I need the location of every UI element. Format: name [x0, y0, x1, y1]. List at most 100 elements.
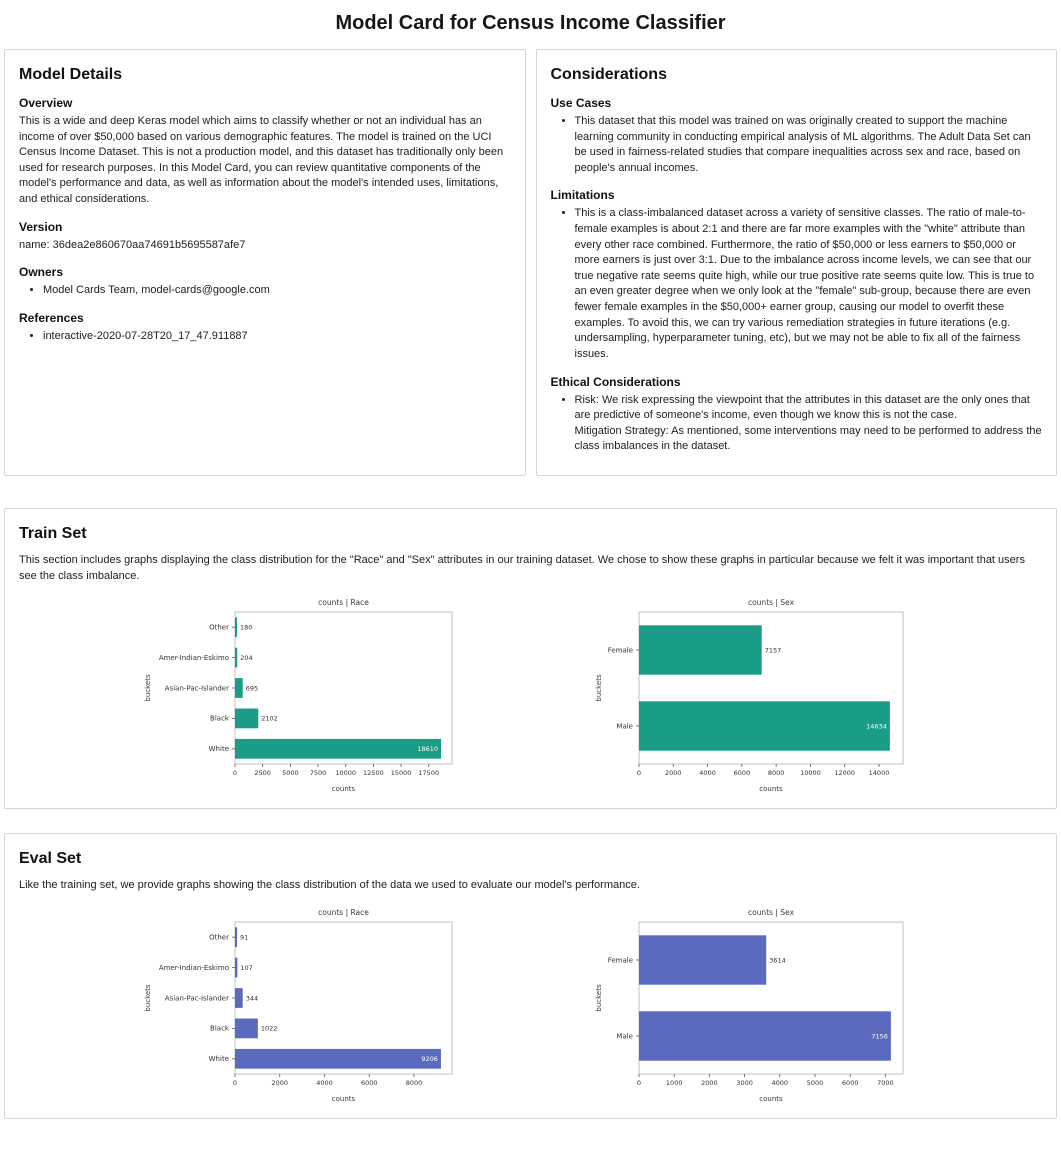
svg-text:7157: 7157	[765, 646, 782, 654]
svg-text:6000: 6000	[842, 1079, 859, 1087]
references-heading: References	[19, 310, 84, 325]
svg-text:0: 0	[637, 769, 641, 777]
svg-text:buckets: buckets	[595, 674, 603, 702]
svg-text:91: 91	[240, 933, 248, 941]
ethical-mitigation-text: Mitigation Strategy: As mentioned, some …	[574, 424, 1042, 453]
model-details-card: Model Details Overview This is a wide an…	[4, 49, 526, 476]
svg-text:counts | Race: counts | Race	[318, 598, 369, 607]
svg-text:Female: Female	[608, 646, 633, 654]
limitation-item: This is a class-imbalanced dataset acros…	[575, 206, 1043, 362]
owner-item: Model Cards Team, model-cards@google.com	[43, 283, 511, 299]
train-race-bar-chart: 0 2500 5000 7500 10000 12500 15000 17500 Other 18…	[140, 596, 470, 794]
svg-text:White: White	[209, 1055, 229, 1063]
overview-heading: Overview	[19, 96, 73, 110]
svg-text:1022: 1022	[261, 1024, 278, 1032]
svg-text:4000: 4000	[772, 1079, 789, 1087]
svg-text:Amer-Indian-Eskimo: Amer-Indian-Eskimo	[159, 964, 229, 972]
svg-text:5000: 5000	[807, 1079, 824, 1087]
svg-text:0: 0	[233, 769, 237, 777]
ethical-item: Risk: We risk expressing the viewpoint t…	[575, 393, 1043, 455]
model-details-heading: Model Details	[19, 66, 123, 83]
svg-text:counts | Race: counts | Race	[318, 908, 369, 917]
use-cases-list: This dataset that this model was trained…	[551, 114, 1043, 176]
svg-text:2000: 2000	[665, 769, 682, 777]
svg-text:9206: 9206	[421, 1055, 438, 1063]
svg-text:344: 344	[246, 994, 258, 1002]
ethical-considerations-list: Risk: We risk expressing the viewpoint t…	[551, 393, 1043, 455]
svg-text:Asian-Pac-Islander: Asian-Pac-Islander	[165, 994, 229, 1002]
train-charts-row: 0 2500 5000 7500 10000 12500 15000 17500 Other 18…	[19, 596, 1042, 794]
top-row: Model Details Overview This is a wide an…	[4, 49, 1057, 476]
svg-text:2000: 2000	[271, 1079, 288, 1087]
eval-set-description: Like the training set, we provide graphs…	[19, 879, 640, 892]
svg-text:2102: 2102	[261, 715, 278, 723]
svg-text:buckets: buckets	[144, 984, 152, 1012]
page-title: Model Card for Census Income Classifier	[335, 12, 726, 34]
svg-text:counts: counts	[332, 1095, 356, 1103]
svg-text:4000: 4000	[316, 1079, 333, 1087]
svg-text:counts: counts	[759, 1095, 783, 1103]
eval-race-bar-chart: 0 2000 4000 6000 8000 Other 91 Amer-Indian-Eski…	[140, 906, 470, 1104]
svg-text:695: 695	[246, 684, 258, 692]
svg-text:Male: Male	[616, 722, 633, 730]
references-list: interactive-2020-07-28T20_17_47.911887	[19, 329, 511, 345]
svg-text:7000: 7000	[877, 1079, 894, 1087]
svg-text:8000: 8000	[406, 1079, 423, 1087]
eval-set-card: Eval Set Like the training set, we provi…	[4, 833, 1057, 1119]
svg-text:0: 0	[637, 1079, 641, 1087]
svg-text:Black: Black	[210, 715, 230, 723]
svg-text:107: 107	[240, 964, 252, 972]
svg-text:15000: 15000	[391, 769, 412, 777]
owners-heading: Owners	[19, 265, 64, 280]
svg-text:12500: 12500	[363, 769, 384, 777]
svg-text:Male: Male	[616, 1032, 633, 1040]
limitations-heading: Limitations	[550, 188, 615, 203]
svg-text:White: White	[209, 745, 229, 753]
svg-text:10000: 10000	[800, 769, 821, 777]
svg-text:counts | Sex: counts | Sex	[748, 908, 795, 917]
reference-item: interactive-2020-07-28T20_17_47.911887	[43, 329, 511, 345]
train-set-card: Train Set This section includes graphs d…	[4, 507, 1057, 810]
train-set-description: This section includes graphs displaying …	[19, 553, 1025, 582]
svg-text:counts: counts	[332, 785, 356, 793]
svg-text:counts | Sex: counts | Sex	[748, 598, 795, 607]
ethical-risk-text: Risk: We risk expressing the viewpoint t…	[574, 393, 1030, 422]
eval-set-heading: Eval Set	[19, 850, 82, 868]
svg-text:180: 180	[240, 624, 252, 632]
svg-text:Asian-Pac-Islander: Asian-Pac-Islander	[165, 684, 229, 692]
considerations-heading: Considerations	[550, 66, 667, 83]
svg-text:4000: 4000	[699, 769, 716, 777]
train-sex-bar-chart: 0 2000 4000 6000 8000 10000 12000 14000 Female 71…	[591, 596, 921, 794]
train-set-heading: Train Set	[19, 524, 87, 542]
svg-text:counts: counts	[759, 785, 783, 793]
svg-text:14000: 14000	[869, 769, 890, 777]
svg-text:buckets: buckets	[595, 984, 603, 1012]
svg-text:14634: 14634	[866, 722, 887, 730]
svg-text:2500: 2500	[254, 769, 271, 777]
ethical-considerations-heading: Ethical Considerations	[550, 374, 681, 389]
considerations-card: Considerations Use Cases This dataset th…	[535, 49, 1057, 476]
svg-text:18610: 18610	[417, 745, 438, 753]
svg-text:6000: 6000	[361, 1079, 378, 1087]
svg-text:17500: 17500	[418, 769, 439, 777]
svg-text:3614: 3614	[769, 956, 786, 964]
svg-text:1000: 1000	[666, 1079, 683, 1087]
svg-text:10000: 10000	[335, 769, 356, 777]
limitations-list: This is a class-imbalanced dataset acros…	[551, 206, 1043, 362]
svg-text:5000: 5000	[282, 769, 299, 777]
svg-text:12000: 12000	[834, 769, 855, 777]
eval-sex-bar-chart: 0 1000 2000 3000 4000 5000 6000 7000 Female 3614 M…	[591, 906, 921, 1104]
svg-text:7156: 7156	[871, 1032, 888, 1040]
svg-text:Amer-Indian-Eskimo: Amer-Indian-Eskimo	[159, 654, 229, 662]
svg-text:6000: 6000	[734, 769, 751, 777]
owners-list: Model Cards Team, model-cards@google.com	[19, 283, 511, 299]
version-text: name: 36dea2e860670aa74691b5695587afe7	[19, 238, 246, 251]
svg-text:Female: Female	[608, 956, 633, 964]
svg-text:0: 0	[233, 1079, 237, 1087]
svg-text:buckets: buckets	[144, 674, 152, 702]
use-case-item: This dataset that this model was trained…	[575, 114, 1043, 176]
svg-text:Other: Other	[209, 933, 229, 941]
use-cases-heading: Use Cases	[550, 96, 612, 110]
svg-text:Other: Other	[209, 624, 229, 632]
